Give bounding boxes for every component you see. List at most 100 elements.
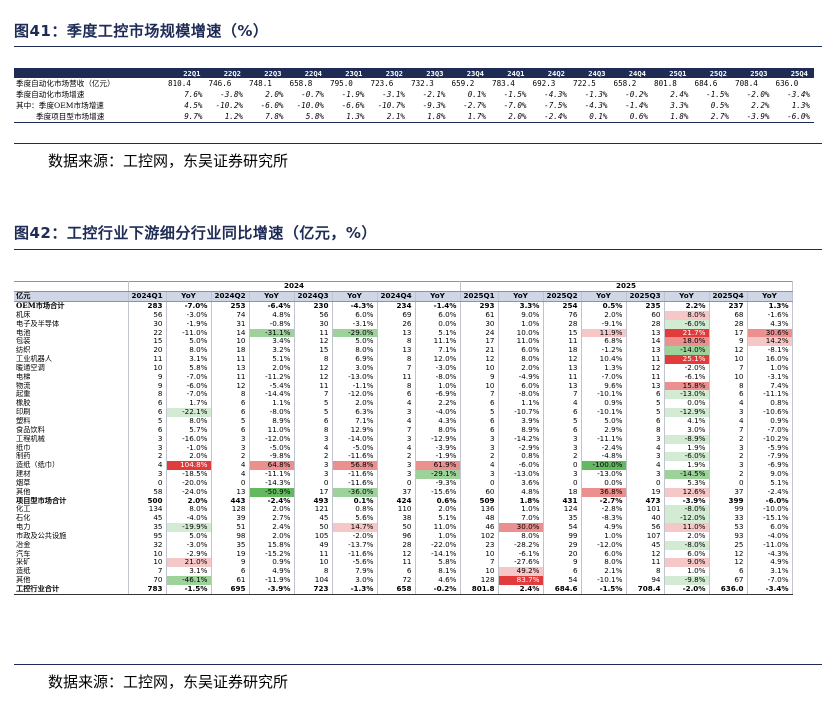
table-cell: 0.8%: [332, 505, 378, 515]
quarter-header: 23Q1: [328, 68, 369, 78]
table-cell: 12: [626, 363, 665, 373]
table-cell: 3: [709, 408, 748, 417]
table-cell: 10: [460, 567, 499, 577]
table-cell: 26: [377, 319, 416, 329]
quarter-header: 22Q2: [206, 68, 247, 78]
table-cell: -2.0%: [664, 585, 710, 595]
table-cell: 9.0%: [747, 470, 793, 479]
table-cell: 8: [377, 337, 416, 347]
table-cell: -2.7%: [463, 101, 486, 110]
table-cell: 12: [211, 381, 250, 391]
table-row: 造纸 7 3.1% 6 4.9% 8 7.9% 6 8.1% 10 49.2% 6 2.1% 8 1.0% 6…: [14, 567, 793, 577]
table-cell: 4: [626, 461, 665, 471]
table-cell: 5.3%: [664, 478, 710, 488]
table-cell: 51: [211, 523, 250, 532]
table-cell: 4.9%: [581, 523, 627, 532]
table-cell: 21.0%: [166, 558, 212, 568]
table-cell: -20.0%: [166, 478, 212, 488]
table-cell: 6: [128, 399, 167, 409]
quarter-header: 24Q3: [571, 68, 612, 78]
table-cell: 7.9%: [332, 567, 378, 577]
table-cell: -3.0%: [166, 540, 212, 550]
table-cell: -8.0%: [415, 372, 461, 382]
table-cell: 9.6%: [581, 381, 627, 391]
table-cell: -10.2%: [747, 434, 793, 444]
table-row: 电子及半导体 30 -1.9% 31 -0.8% 30 -3.1% 26 0.0% 30 1.0% 2…: [14, 319, 793, 329]
table-cell: 10: [460, 549, 499, 559]
table-cell: 2.4%: [498, 585, 544, 595]
table-cell: -11.6%: [332, 452, 378, 462]
table-cell: -11.6%: [332, 549, 378, 559]
table-cell: -10.0%: [296, 101, 324, 110]
table-cell: 254: [543, 301, 582, 311]
table-cell: -1.2%: [581, 346, 627, 356]
table-cell: 431: [543, 496, 582, 506]
table-cell: -7.5%: [544, 101, 567, 110]
table-cell: 61.9%: [415, 461, 461, 471]
table-cell: 20: [543, 549, 582, 559]
table-cell: 5.8%: [287, 111, 328, 123]
table-cell: 104: [294, 576, 333, 585]
table-cell: 11: [294, 549, 333, 559]
table-cell: -2.4%: [581, 443, 627, 453]
table-cell: 695: [211, 585, 250, 595]
table-cell: 493: [294, 496, 333, 506]
table-cell: 45: [128, 514, 167, 524]
table-cell: 128: [211, 505, 250, 515]
table-cell: 15: [128, 337, 167, 347]
table-cell: 99: [709, 505, 748, 515]
table-cell: 2: [211, 452, 250, 462]
quarter-header: 25Q2: [692, 68, 733, 78]
table-cell: 49.2%: [498, 567, 544, 577]
quarter-header: 22Q3: [247, 68, 288, 78]
quarter-header: 24Q4: [611, 68, 652, 78]
table-cell: -6.0%: [664, 452, 710, 462]
table-cell: 50: [294, 523, 333, 532]
table-cell: -3.1%: [747, 372, 793, 382]
table-cell: 6: [460, 425, 499, 435]
table-cell: 5.8%: [166, 363, 212, 373]
table-cell: 30: [128, 319, 167, 329]
table-cell: 0.9%: [581, 399, 627, 409]
table-cell: -12.0%: [332, 390, 378, 400]
table-cell: 8: [626, 567, 665, 577]
table-cell: 12.9%: [332, 425, 378, 435]
table-cell: 11: [626, 372, 665, 382]
table-cell: 28: [543, 319, 582, 329]
column-header: 2024Q2: [211, 291, 250, 302]
table-cell: 8: [294, 567, 333, 577]
table-row: 工控行业合计 783 -1.5% 695 -3.9% 723 -1.3% 658 -0.2% 80…: [14, 585, 793, 595]
table-cell: 17: [294, 487, 333, 497]
table-cell: 6: [460, 416, 499, 426]
table-row: 其中：季度OEM市场增速 4.5% -10.2% -6.0% -10.0% -6.6% -1…: [14, 100, 814, 111]
table-cell: -3.4%: [747, 585, 793, 595]
table-cell: 107: [626, 531, 665, 541]
table-cell: 10: [294, 558, 333, 568]
table-cell: 1.0%: [415, 381, 461, 391]
table-cell: 0.0%: [415, 319, 461, 329]
table-cell: 68: [709, 310, 748, 320]
table-row: 电池 22 -11.0% 14 -31.1% 11 -29.0% 13 5.1% 24 10.0% 1…: [14, 328, 793, 338]
table-cell: 11: [294, 328, 333, 338]
table-cell: 33: [709, 514, 748, 524]
table-cell: 10.0%: [498, 328, 544, 338]
table-row: 电梯 9 -7.0% 11 -11.2% 12 -13.0% 11 -8.0% 9 -4.9% 11-…: [14, 372, 793, 382]
table-cell: 6: [377, 567, 416, 577]
table-cell: 10: [128, 549, 167, 559]
table-cell: 7: [294, 390, 333, 400]
row-label: 起重: [14, 390, 129, 400]
table-row: 起重 8 -7.0% 8 -14.4% 7 -12.0% 6 -6.9% 7 -8.0% 7 -10.1…: [14, 390, 793, 400]
table-cell: -1.5%: [503, 90, 527, 99]
table-cell: 8.0%: [166, 346, 212, 356]
table-cell: 7: [709, 425, 748, 435]
table-row: 食品饮料 6 5.7% 6 11.0% 8 12.9% 7 8.0% 6 8.9% 6 2.9% 8 3.0…: [14, 425, 793, 435]
row-label: 食品饮料: [14, 425, 129, 435]
table-cell: 2.1%: [581, 567, 627, 577]
table-cell: -11.1%: [249, 470, 295, 479]
table-cell: -50.9%: [249, 487, 295, 497]
table-cell: -6.0%: [747, 496, 793, 506]
table-cell: 5.1%: [747, 478, 793, 488]
table-cell: 3: [543, 470, 582, 479]
table-cell: 253: [211, 301, 250, 311]
table-cell: -11.9%: [249, 576, 295, 585]
